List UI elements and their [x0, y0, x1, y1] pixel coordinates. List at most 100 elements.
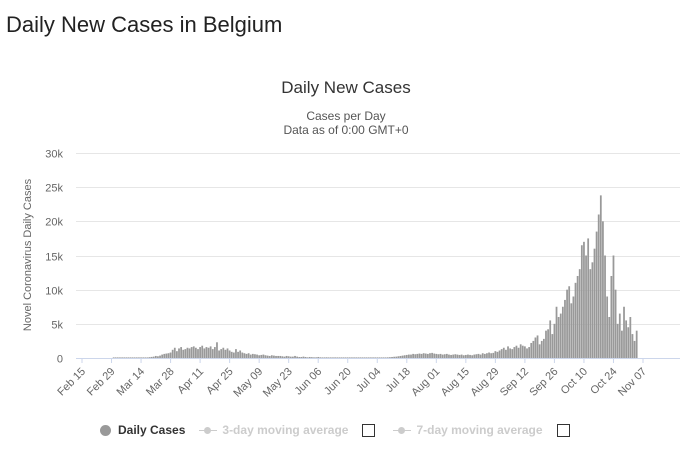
bar: [378, 357, 381, 358]
bar: [393, 356, 396, 358]
bar: [199, 347, 201, 358]
bar: [176, 351, 178, 358]
bar: [205, 347, 208, 358]
y-axis-title: Novel Coronavirus Daily Cases: [22, 178, 34, 331]
bar: [599, 195, 602, 358]
bar: [418, 353, 421, 358]
x-tick-label: Nov 07: [616, 366, 649, 399]
bar: [500, 349, 503, 358]
bar: [629, 317, 632, 358]
bar: [580, 245, 583, 358]
bar: [490, 353, 493, 358]
bar: [308, 356, 311, 358]
bar: [129, 357, 132, 358]
x-tick-label: Oct 24: [588, 366, 619, 397]
bar: [321, 357, 324, 358]
bar: [355, 357, 358, 358]
bar: [243, 353, 246, 358]
bar: [359, 357, 362, 358]
bar: [540, 340, 543, 358]
bar: [570, 303, 573, 358]
bar: [135, 357, 138, 358]
bar: [239, 350, 242, 358]
bar: [519, 344, 522, 358]
bar: [195, 347, 197, 358]
legend-label-7-day-average: 7-day moving average: [416, 423, 543, 437]
bar: [591, 262, 594, 358]
bar: [429, 353, 431, 358]
bar: [631, 334, 634, 358]
bar: [488, 352, 490, 358]
bar: [462, 355, 465, 358]
x-tick-label: Jun 06: [292, 366, 324, 398]
bar: [384, 357, 387, 358]
y-tick-label: 15k: [45, 252, 63, 264]
bar: [323, 357, 326, 358]
bar: [448, 354, 450, 358]
bar: [270, 355, 273, 358]
bar: [426, 353, 429, 358]
bar: [123, 357, 126, 358]
chart-legend: Daily Cases 3-day moving average 7-day m…: [100, 420, 588, 440]
bar: [486, 353, 488, 358]
bar: [152, 356, 155, 358]
grid-lines: [76, 153, 680, 325]
page-heading: Daily New Cases in Belgium: [6, 12, 283, 37]
bar: [281, 356, 284, 358]
x-tick-label: Aug 01: [409, 366, 442, 399]
bar: [494, 351, 497, 358]
bar: [467, 354, 469, 358]
bar: [420, 353, 423, 358]
bar: [237, 351, 239, 358]
bar: [327, 357, 330, 358]
bar: [454, 354, 457, 358]
bar: [412, 353, 414, 358]
bar: [114, 357, 117, 358]
bar: [332, 357, 334, 358]
legend-item-daily-cases[interactable]: Daily Cases: [100, 423, 185, 437]
bar: [578, 269, 581, 358]
checkbox-7-day-average[interactable]: [556, 423, 570, 437]
bar: [294, 355, 296, 358]
bar: [184, 349, 187, 358]
bar: [226, 348, 229, 358]
x-tick-label: Apr 11: [175, 366, 206, 397]
x-tick-label: Oct 10: [559, 366, 590, 397]
legend-label-3-day-average: 3-day moving average: [222, 423, 349, 437]
bar: [445, 353, 448, 358]
bar: [258, 355, 261, 358]
bar: [325, 357, 328, 358]
bar: [182, 349, 185, 358]
bar: [469, 354, 471, 358]
bar: [473, 354, 476, 358]
chart-title: Daily New Cases: [281, 78, 410, 97]
bar: [157, 356, 159, 358]
y-tick-label: 10k: [45, 286, 63, 298]
x-tick-label: Sep 12: [498, 366, 531, 399]
bar: [317, 356, 320, 358]
bar: [441, 354, 444, 358]
bar: [547, 329, 549, 358]
bar: [218, 350, 220, 358]
x-tick-label: May 09: [231, 366, 265, 400]
bar: [464, 354, 467, 358]
bars: [112, 195, 638, 359]
bar: [213, 347, 216, 358]
bar: [146, 357, 149, 358]
x-tick-label: Sep 26: [527, 366, 560, 399]
legend-line-marker-icon: [199, 425, 218, 436]
legend-item-3-day-average[interactable]: 3-day moving average: [199, 423, 348, 437]
bar: [391, 356, 393, 358]
checkbox-3-day-average[interactable]: [362, 423, 376, 437]
bar: [374, 357, 377, 358]
bar: [606, 296, 609, 358]
bar: [348, 357, 351, 358]
legend-item-7-day-average[interactable]: 7-day moving average: [393, 423, 543, 437]
bar: [483, 353, 486, 358]
bar: [633, 340, 636, 358]
bar: [545, 330, 547, 358]
bar: [133, 357, 136, 358]
x-tick-label: Mar 14: [115, 366, 148, 399]
